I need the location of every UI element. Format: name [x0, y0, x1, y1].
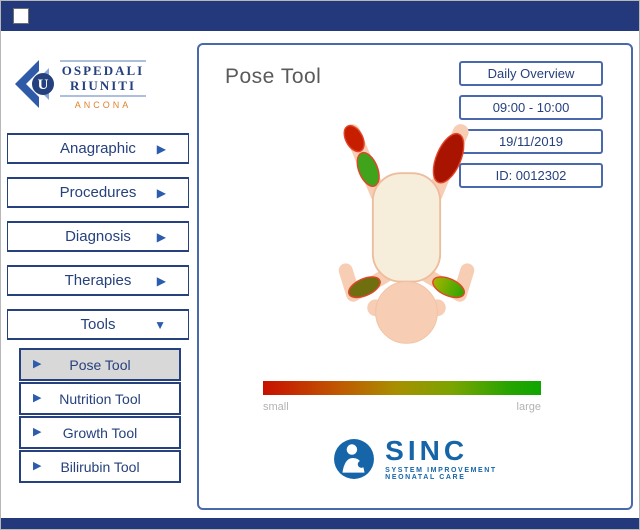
sidebar: U OSPEDALI RIUNITI ANCONA Anagraphic ▶ P… [7, 39, 189, 509]
sidebar-subitem-nutrition-tool[interactable]: ▶ Nutrition Tool [19, 382, 181, 415]
page-title: Pose Tool [225, 65, 322, 88]
hospital-logo: U OSPEDALI RIUNITI ANCONA [7, 39, 189, 125]
subitem-label: Pose Tool [69, 356, 131, 373]
pose-tool-panel: Pose Tool Daily Overview 09:00 - 10:00 1… [197, 43, 633, 510]
hospital-city: ANCONA [74, 100, 132, 111]
title-bar [1, 1, 639, 31]
left-thigh-activity-region [347, 276, 381, 299]
sidebar-item-label: Procedures [59, 184, 137, 201]
sidebar-item-anagraphic[interactable]: Anagraphic ▶ [7, 133, 189, 164]
chevron-right-icon: ▶ [33, 460, 42, 472]
scale-min-label: small [263, 401, 289, 413]
sinc-text: SINC SYSTEM IMPROVEMENT NEONATAL CARE [385, 435, 497, 482]
baby-pose-figure [338, 124, 475, 344]
subitem-label: Nutrition Tool [59, 390, 141, 407]
sinc-tagline-1: SYSTEM IMPROVEMENT [385, 467, 497, 474]
daily-overview-button[interactable]: Daily Overview [459, 61, 603, 86]
left-hand-activity-region [343, 124, 365, 153]
activity-color-scale [263, 381, 541, 395]
sidebar-item-procedures[interactable]: Procedures ▶ [7, 177, 189, 208]
right-arm-activity-region [432, 132, 465, 184]
sidebar-item-label: Tools [80, 316, 116, 333]
session-info: Daily Overview 09:00 - 10:00 19/11/2019 … [459, 61, 603, 188]
chevron-right-icon: ▶ [156, 273, 166, 288]
emblem-letter: U [38, 77, 49, 93]
sinc-name: SINC [385, 435, 469, 466]
sinc-tagline-2: NEONATAL CARE [385, 474, 466, 481]
baby-torso [371, 172, 442, 283]
baby-head [375, 281, 438, 344]
chevron-down-icon: ▼ [154, 317, 166, 332]
sinc-logo: SINC SYSTEM IMPROVEMENT NEONATAL CARE [199, 437, 631, 481]
sidebar-subitem-growth-tool[interactable]: ▶ Growth Tool [19, 416, 181, 449]
sidebar-subitem-pose-tool[interactable]: ▶ Pose Tool [19, 348, 181, 381]
time-range-selector[interactable]: 09:00 - 10:00 [459, 95, 603, 120]
chevron-right-icon: ▶ [33, 392, 42, 404]
sidebar-item-label: Therapies [64, 272, 132, 289]
sidebar-item-therapies[interactable]: Therapies ▶ [7, 265, 189, 296]
hospital-name-line1: OSPEDALI [61, 62, 145, 78]
chevron-right-icon: ▶ [156, 229, 166, 244]
sinc-icon [334, 439, 375, 479]
hospital-name-line2: RIUNITI [69, 77, 136, 93]
chevron-right-icon: ▶ [33, 358, 42, 370]
left-upperarm-activity-region [356, 151, 380, 187]
sidebar-item-diagnosis[interactable]: Diagnosis ▶ [7, 221, 189, 252]
chevron-right-icon: ▶ [33, 426, 42, 438]
sidebar-item-label: Anagraphic [60, 140, 136, 157]
date-selector[interactable]: 19/11/2019 [459, 129, 603, 154]
sidebar-item-label: Diagnosis [65, 228, 131, 245]
sidebar-subitem-bilirubin-tool[interactable]: ▶ Bilirubin Tool [19, 450, 181, 483]
logo-smallprint-bottom [60, 95, 146, 98]
window-icon [13, 8, 29, 24]
patient-id-badge: ID: 0012302 [459, 163, 603, 188]
scale-max-label: large [516, 401, 541, 413]
hospital-logo-icon: U [15, 60, 54, 108]
subitem-label: Bilirubin Tool [60, 458, 140, 475]
subitem-label: Growth Tool [62, 424, 138, 441]
logo-smallprint-top [60, 59, 146, 62]
sidebar-item-tools[interactable]: Tools ▼ [7, 309, 189, 340]
bottom-bar [1, 518, 639, 529]
right-thigh-activity-region [432, 276, 466, 299]
hospital-logo-text: OSPEDALI RIUNITI ANCONA [60, 58, 146, 111]
chevron-right-icon: ▶ [156, 185, 166, 200]
chevron-right-icon: ▶ [156, 141, 166, 156]
